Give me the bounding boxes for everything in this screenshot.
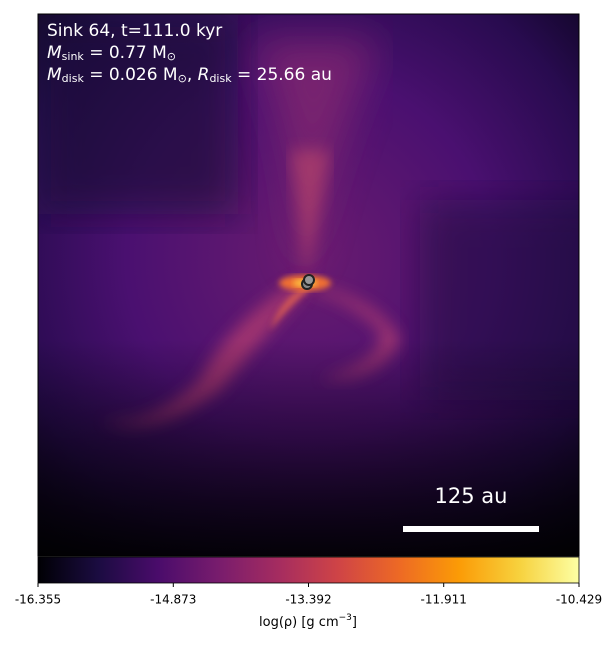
colorbar-tick-label: -16.355 [15,593,61,607]
text: = 0.026 M [84,65,178,85]
colorbar-label: log(ρ) [g cm−3] [259,613,357,630]
text: log(ρ) [g cm [259,615,339,630]
colorbar-tick-label: -14.873 [150,593,196,607]
scale-bar-label: 125 au [435,484,508,508]
colorbar-tick-label: -13.392 [285,593,331,607]
text: , [187,65,198,85]
annotation: Msink = 0.77 M⊙ [47,43,176,63]
text: M [47,65,62,85]
text: = 0.77 M [84,43,167,63]
text: ⊙ [178,72,187,85]
text: disk [62,72,85,85]
text: sink [62,50,85,63]
sink [303,274,315,286]
colorbar [37,556,580,584]
text: −3 [339,613,352,623]
text: ] [352,615,357,630]
text: M [47,43,62,63]
annotation: Sink 64, t=111.0 kyr [47,21,222,41]
colorbar-tick-label: -10.429 [556,593,602,607]
annotation: Mdisk = 0.026 M⊙, Rdisk = 25.66 au [47,65,332,85]
text: R [198,65,210,85]
density-field [38,14,579,556]
text: ⊙ [167,50,176,63]
text: = 25.66 au [232,65,332,85]
plot-frame [37,13,580,557]
text: disk [209,72,232,85]
colorbar-tick-label: -11.911 [421,593,467,607]
scale-bar [403,526,539,532]
